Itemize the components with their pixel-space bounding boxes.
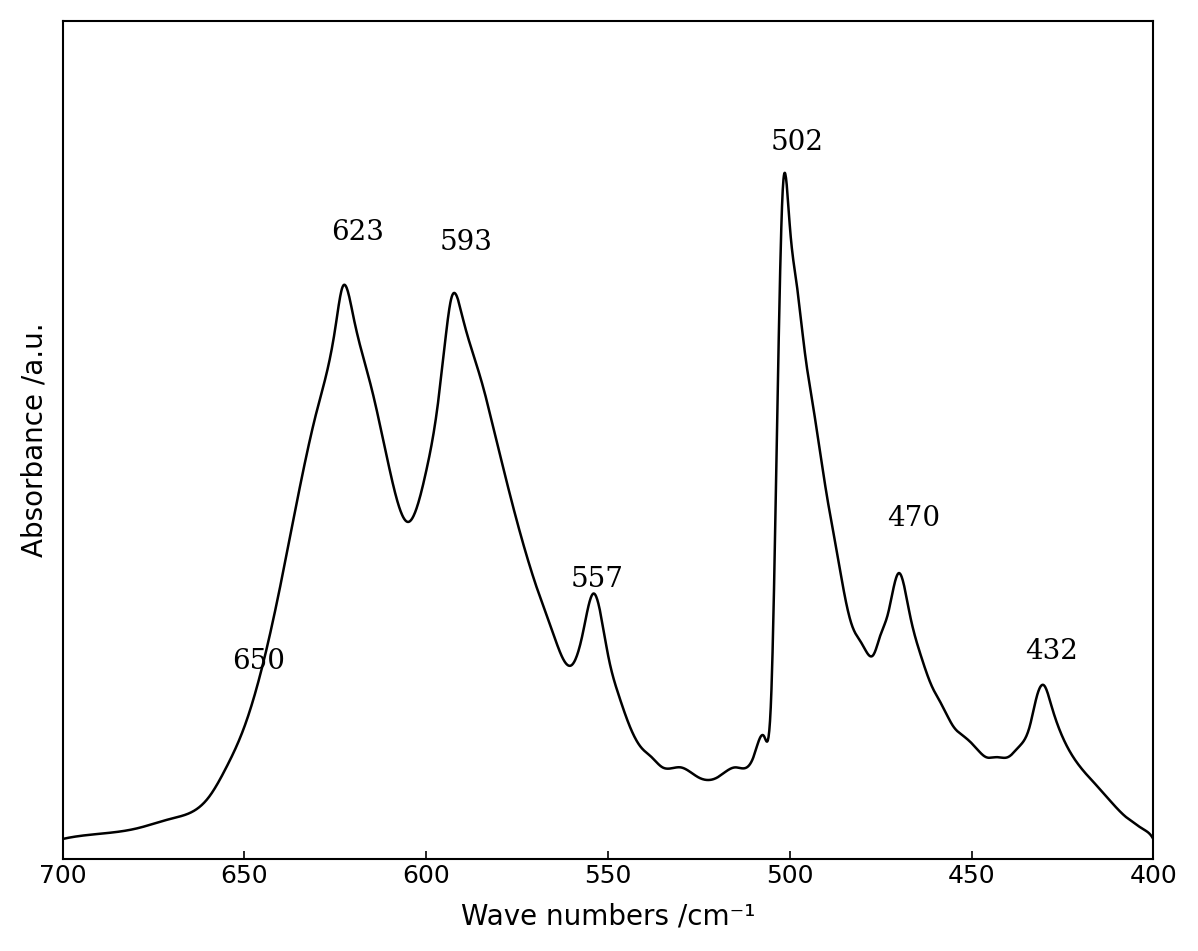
Text: 557: 557 [570,566,624,592]
Text: 650: 650 [232,649,285,675]
Text: 432: 432 [1025,638,1078,666]
Text: 593: 593 [440,228,492,256]
Text: 470: 470 [887,505,940,533]
Text: 623: 623 [331,219,383,245]
Y-axis label: Absorbance /a.u.: Absorbance /a.u. [20,322,49,557]
Text: 502: 502 [770,129,823,157]
X-axis label: Wave numbers /cm⁻¹: Wave numbers /cm⁻¹ [461,902,755,930]
